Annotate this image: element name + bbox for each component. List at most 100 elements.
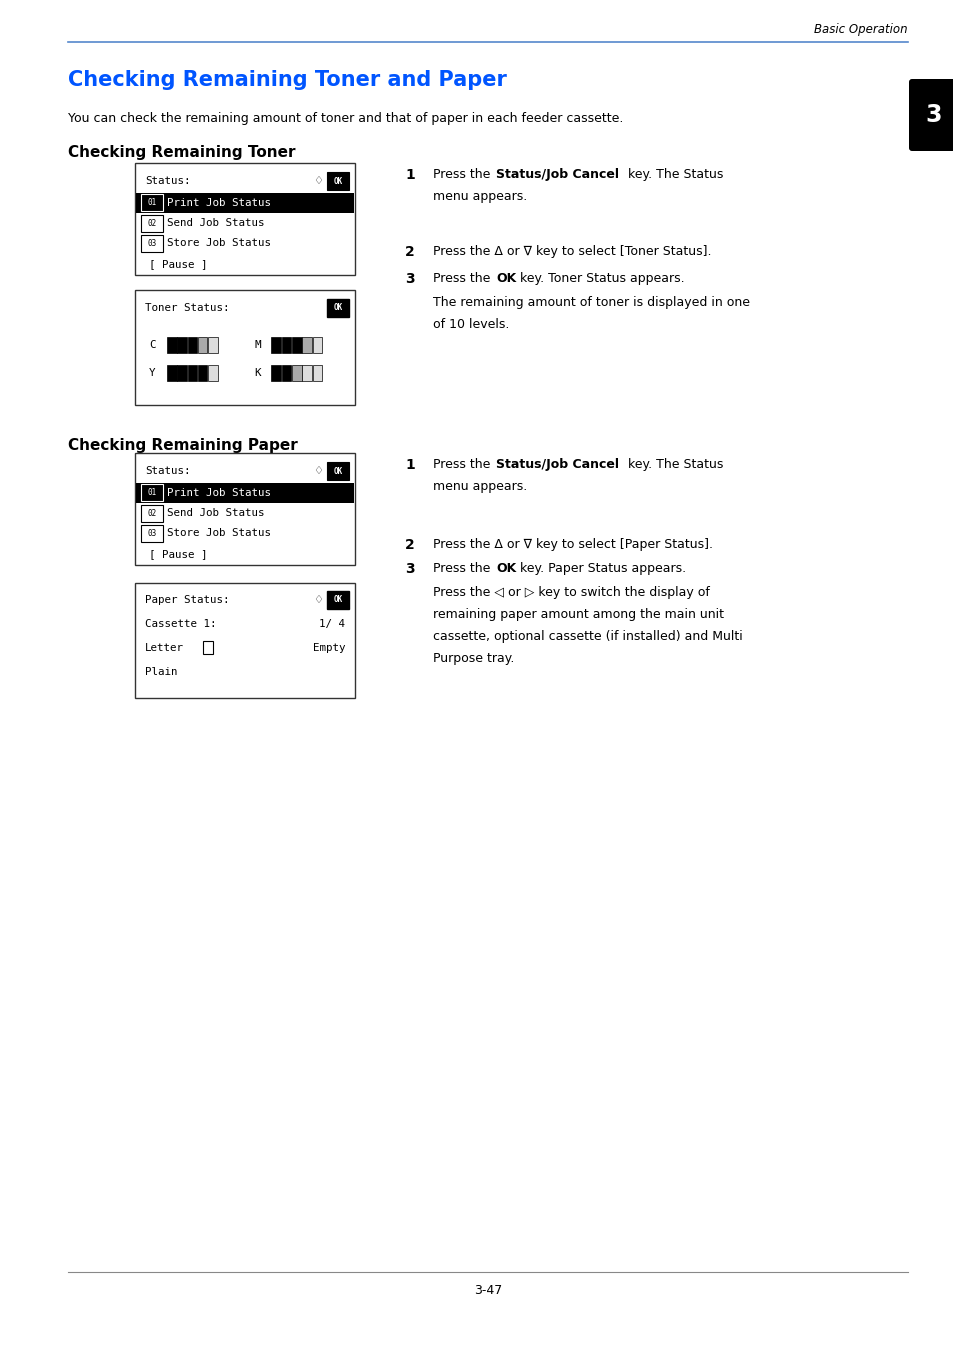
Text: Press the Δ or ∇ key to select [Paper Status].: Press the Δ or ∇ key to select [Paper St… — [433, 539, 712, 551]
Text: 1: 1 — [405, 458, 415, 472]
Text: The remaining amount of toner is displayed in one: The remaining amount of toner is display… — [433, 296, 749, 309]
Bar — [197, 364, 207, 381]
Bar — [135, 163, 355, 275]
Bar — [327, 298, 349, 317]
Bar — [177, 364, 187, 381]
Text: Print Job Status: Print Job Status — [167, 197, 271, 208]
Bar — [302, 364, 312, 381]
Text: 02: 02 — [147, 219, 156, 228]
Text: menu appears.: menu appears. — [433, 190, 527, 202]
Text: Checking Remaining Toner and Paper: Checking Remaining Toner and Paper — [68, 70, 506, 90]
Text: Press the: Press the — [433, 562, 494, 575]
Text: 01: 01 — [147, 489, 156, 497]
FancyBboxPatch shape — [908, 80, 953, 151]
Text: C: C — [149, 340, 155, 350]
Text: [ Pause ]: [ Pause ] — [149, 259, 208, 269]
Text: Plain: Plain — [145, 667, 177, 676]
Text: key. The Status: key. The Status — [623, 167, 722, 181]
Text: 3: 3 — [405, 562, 415, 576]
Text: Letter: Letter — [145, 643, 184, 652]
Bar — [292, 364, 301, 381]
Text: key. Paper Status appears.: key. Paper Status appears. — [516, 562, 685, 575]
Text: M: M — [253, 340, 260, 350]
Bar — [167, 338, 176, 352]
Bar — [313, 364, 322, 381]
Text: key. The Status: key. The Status — [623, 458, 722, 471]
Text: key. Toner Status appears.: key. Toner Status appears. — [516, 271, 684, 285]
Text: Press the ◁ or ▷ key to switch the display of: Press the ◁ or ▷ key to switch the displ… — [433, 586, 709, 599]
Bar — [135, 583, 355, 698]
Text: 1/ 4: 1/ 4 — [318, 618, 345, 629]
Text: OK: OK — [333, 304, 342, 312]
Text: 3: 3 — [924, 103, 942, 127]
Text: ♢: ♢ — [313, 466, 323, 477]
Text: OK: OK — [496, 562, 516, 575]
Text: 2: 2 — [405, 539, 415, 552]
Text: Store Job Status: Store Job Status — [167, 239, 271, 248]
Bar — [188, 364, 197, 381]
Text: 3-47: 3-47 — [474, 1284, 501, 1297]
Text: 2: 2 — [405, 244, 415, 259]
Bar — [271, 364, 280, 381]
Text: Press the: Press the — [433, 167, 494, 181]
Text: Paper Status:: Paper Status: — [145, 595, 230, 605]
Text: Cassette 1:: Cassette 1: — [145, 618, 216, 629]
Text: Status:: Status: — [145, 177, 191, 186]
Text: Press the Δ or ∇ key to select [Toner Status].: Press the Δ or ∇ key to select [Toner St… — [433, 244, 711, 258]
Text: Press the: Press the — [433, 458, 494, 471]
Text: K: K — [253, 367, 260, 378]
Text: cassette, optional cassette (if installed) and Multi: cassette, optional cassette (if installe… — [433, 630, 742, 643]
Bar — [167, 364, 176, 381]
Text: OK: OK — [333, 177, 342, 186]
Text: 03: 03 — [147, 529, 156, 537]
Text: 03: 03 — [147, 239, 156, 248]
Text: Purpose tray.: Purpose tray. — [433, 652, 514, 666]
Text: [ Pause ]: [ Pause ] — [149, 549, 208, 559]
Text: 01: 01 — [147, 198, 156, 207]
Text: remaining paper amount among the main unit: remaining paper amount among the main un… — [433, 608, 723, 621]
Bar — [327, 173, 349, 190]
Bar — [327, 591, 349, 609]
Text: Checking Remaining Paper: Checking Remaining Paper — [68, 437, 297, 454]
Bar — [208, 338, 217, 352]
Text: 1: 1 — [405, 167, 415, 182]
Text: Y: Y — [149, 367, 155, 378]
Text: 3: 3 — [405, 271, 415, 286]
Bar — [313, 338, 322, 352]
Text: Basic Operation: Basic Operation — [814, 23, 907, 36]
Bar — [141, 235, 163, 252]
Text: Checking Remaining Toner: Checking Remaining Toner — [68, 144, 295, 161]
Text: Send Job Status: Send Job Status — [167, 508, 264, 518]
Bar — [302, 338, 312, 352]
Text: ♢: ♢ — [313, 595, 323, 605]
Bar — [141, 505, 163, 521]
Text: Toner Status:: Toner Status: — [145, 302, 230, 313]
Text: Status/Job Cancel: Status/Job Cancel — [496, 458, 618, 471]
Text: OK: OK — [333, 467, 342, 475]
Text: OK: OK — [496, 271, 516, 285]
Bar — [271, 338, 280, 352]
Bar — [203, 641, 213, 655]
Bar — [135, 290, 355, 405]
Bar — [141, 485, 163, 501]
Text: 02: 02 — [147, 509, 156, 517]
Bar — [141, 194, 163, 211]
Text: Press the: Press the — [433, 271, 494, 285]
Text: ♢: ♢ — [313, 177, 323, 186]
Bar — [327, 462, 349, 481]
Bar — [208, 364, 217, 381]
Text: of 10 levels.: of 10 levels. — [433, 319, 509, 331]
Text: Store Job Status: Store Job Status — [167, 528, 271, 539]
Bar — [281, 338, 291, 352]
Bar — [177, 338, 187, 352]
Bar — [141, 215, 163, 232]
Bar — [135, 454, 355, 566]
Bar — [292, 338, 301, 352]
Bar — [141, 525, 163, 541]
Bar — [188, 338, 197, 352]
Text: Status:: Status: — [145, 466, 191, 477]
Text: menu appears.: menu appears. — [433, 481, 527, 493]
Bar — [281, 364, 291, 381]
Text: OK: OK — [333, 595, 342, 605]
Text: Empty: Empty — [313, 643, 345, 652]
